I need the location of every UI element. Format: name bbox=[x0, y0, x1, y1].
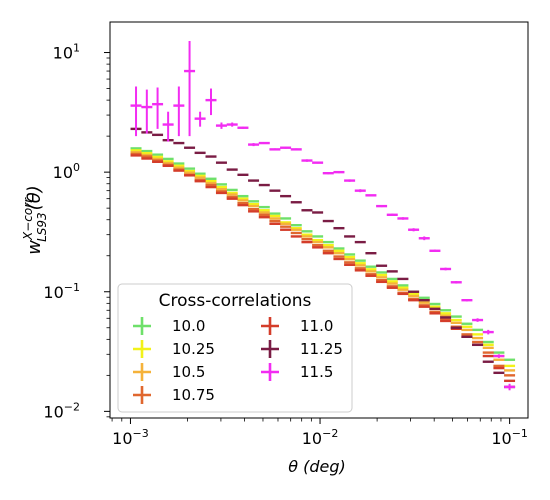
series-layer bbox=[130, 40, 516, 391]
y-axis-label: wX−corrLS93 (θ) bbox=[21, 185, 49, 254]
y-tick-label: 101 bbox=[53, 42, 80, 63]
x-axis-label-text: θ (deg) bbox=[288, 457, 346, 476]
legend-label: 11.0 bbox=[300, 317, 333, 335]
legend-entry-10.5: 10.5 bbox=[133, 363, 205, 381]
legend-label: 10.0 bbox=[172, 317, 205, 335]
y-tick-label: 100 bbox=[53, 161, 80, 182]
y-tick-label: 10−1 bbox=[43, 281, 80, 302]
legend-entry-10.0: 10.0 bbox=[133, 317, 205, 335]
legend-entry-10.25: 10.25 bbox=[133, 340, 215, 358]
series-10.25 bbox=[130, 149, 516, 368]
y-axis-label-tail: (θ) bbox=[24, 185, 45, 210]
legend-entry-11.25: 11.25 bbox=[261, 340, 343, 358]
x-tick-label: 10−3 bbox=[112, 427, 149, 448]
y-axis-label-main: w bbox=[24, 240, 45, 255]
series-10.0 bbox=[130, 147, 516, 361]
legend-label: 10.75 bbox=[172, 386, 215, 404]
y-tick-label: 10−2 bbox=[43, 400, 80, 421]
svg-text:wX−corrLS93(θ): wX−corrLS93 (θ) bbox=[21, 185, 49, 254]
legend-label: 11.25 bbox=[300, 340, 343, 358]
legend-title: Cross-correlations bbox=[159, 291, 312, 311]
legend-entry-11.5: 11.5 bbox=[261, 363, 333, 381]
x-axis-label: θ (deg) bbox=[288, 457, 346, 476]
legend-entries: 10.0 10.25 10.5 10.75 11.0 11.25 11.5 bbox=[133, 317, 343, 404]
legend-label: 10.5 bbox=[172, 363, 205, 381]
series-11.5 bbox=[130, 40, 516, 391]
legend: Cross-correlations 10.0 10.25 10.5 10.75 11.… bbox=[117, 283, 353, 413]
legend-label: 11.5 bbox=[300, 363, 333, 381]
x-tick-label: 10−2 bbox=[302, 427, 339, 448]
series-10.75 bbox=[130, 152, 516, 377]
ticks-layer: 10−3 10−2 10−1 10−2 10−1 100 101 bbox=[43, 42, 527, 448]
y-axis-label-sup: X−corr bbox=[21, 197, 35, 241]
legend-entry-10.75: 10.75 bbox=[133, 386, 215, 404]
legend-box bbox=[117, 283, 353, 413]
x-tick-label: 10−1 bbox=[491, 427, 528, 448]
legend-entry-11.0: 11.0 bbox=[261, 317, 333, 335]
legend-label: 10.25 bbox=[172, 340, 215, 358]
y-axis-label-sub: LS93 bbox=[35, 212, 49, 242]
svg-text:θ (deg): θ (deg) bbox=[288, 457, 346, 476]
